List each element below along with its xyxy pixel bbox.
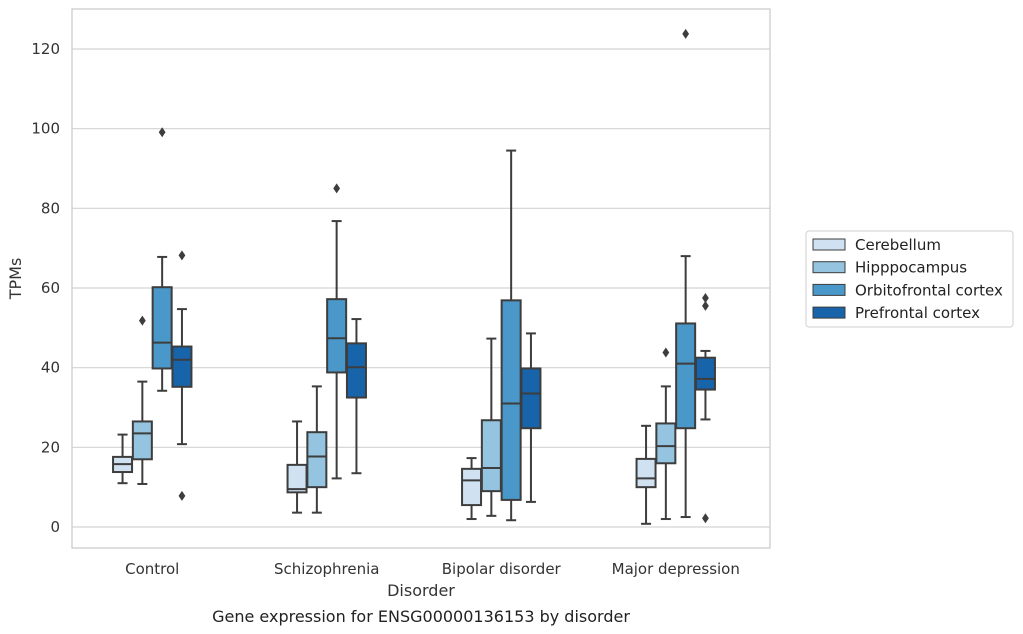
iqr-box xyxy=(326,298,348,374)
legend: Cerebellum Hipppocampus Orbitofrontal cort… xyxy=(805,230,1014,328)
box-orbitofrontal-cortex xyxy=(151,127,173,392)
box-orbitofrontal-cortex xyxy=(326,183,348,480)
box-cerebellum xyxy=(461,457,483,521)
figure-caption: Gene expression for ENSG00000136153 by d… xyxy=(212,607,630,626)
iqr-box xyxy=(131,420,153,461)
outlier-point xyxy=(178,490,186,501)
iqr-box xyxy=(520,367,542,430)
x-tick-label: Control xyxy=(125,560,179,578)
iqr-box xyxy=(461,467,483,507)
outlier-point xyxy=(662,347,670,358)
legend-label: Hipppocampus xyxy=(855,259,967,277)
iqr-box xyxy=(480,419,502,493)
box-orbitofrontal-cortex xyxy=(675,28,697,519)
outlier-point xyxy=(702,513,709,524)
x-tick-label: Major depression xyxy=(612,560,740,578)
legend-label: Cerebellum xyxy=(855,236,941,254)
iqr-box xyxy=(635,457,657,489)
y-tick-label: 40 xyxy=(41,359,60,377)
y-tick-label: 60 xyxy=(41,279,60,297)
iqr-box xyxy=(675,322,697,430)
box-hipppocampus xyxy=(131,315,153,485)
outlier-point xyxy=(702,292,709,303)
plot-frame xyxy=(71,8,771,549)
x-axis-ticks: Control Schizophrenia Bipolar disorder Majo… xyxy=(125,560,740,578)
box-plots xyxy=(112,28,716,525)
legend-swatch xyxy=(812,261,846,274)
outlier-point xyxy=(702,300,709,311)
box-cerebellum xyxy=(112,433,134,485)
legend-swatch xyxy=(812,238,846,251)
outlier-point xyxy=(333,183,341,194)
legend-label: Orbitofrontal cortex xyxy=(855,281,1003,299)
y-tick-label: 0 xyxy=(50,518,60,536)
box-prefrontal-cortex xyxy=(345,318,367,475)
legend-frame xyxy=(805,230,1014,328)
y-tick-label: 80 xyxy=(41,199,60,217)
y-tick-label: 120 xyxy=(31,40,60,58)
y-axis-ticks: 0 20 40 60 80 100 120 xyxy=(31,40,60,536)
x-tick-label: Schizophrenia xyxy=(274,560,379,578)
box-hipppocampus xyxy=(306,385,328,514)
iqr-box xyxy=(151,286,173,370)
iqr-box xyxy=(500,299,522,501)
x-tick-label: Bipolar disorder xyxy=(442,560,562,578)
iqr-box xyxy=(171,345,193,388)
y-tick-label: 20 xyxy=(41,438,60,456)
iqr-box xyxy=(655,422,677,465)
legend-swatch xyxy=(812,283,846,296)
outlier-point xyxy=(178,250,186,261)
box-cerebellum xyxy=(286,420,308,514)
outlier-point xyxy=(138,315,146,326)
box-hipppocampus xyxy=(480,337,502,517)
box-cerebellum xyxy=(635,424,657,525)
box-hipppocampus xyxy=(655,347,677,521)
outlier-point xyxy=(682,28,690,39)
iqr-box xyxy=(694,356,716,391)
iqr-box xyxy=(345,342,367,399)
y-tick-label: 100 xyxy=(31,120,60,138)
box-orbitofrontal-cortex xyxy=(500,149,522,522)
legend-swatch xyxy=(812,306,846,319)
outlier-point xyxy=(158,127,166,138)
box-prefrontal-cortex xyxy=(171,250,193,501)
box-prefrontal-cortex xyxy=(694,292,716,524)
legend-label: Prefrontal cortex xyxy=(855,304,980,322)
x-axis-title: Disorder xyxy=(387,581,455,600)
y-axis-title: TPMs xyxy=(6,258,25,301)
box-prefrontal-cortex xyxy=(520,332,542,503)
iqr-box xyxy=(306,431,328,489)
